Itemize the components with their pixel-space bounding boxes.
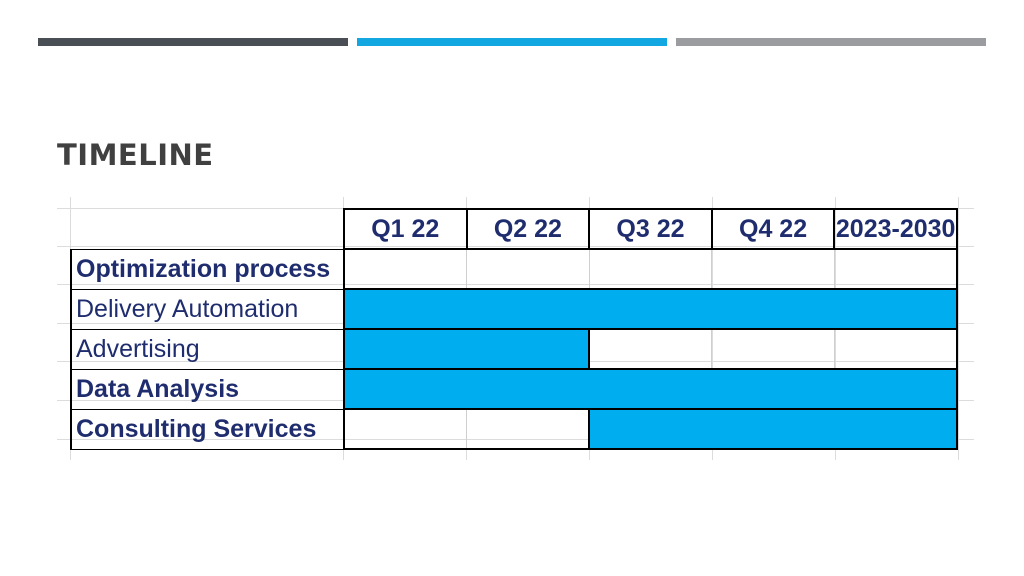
timeline-empty-cell xyxy=(711,328,835,370)
column-header: Q3 22 xyxy=(588,208,713,250)
timeline-empty-cell xyxy=(711,248,835,290)
timeline-bar-segment xyxy=(466,368,590,410)
timeline-empty-cell xyxy=(466,248,590,290)
timeline-bar-segment xyxy=(343,288,468,330)
timeline-table: Q1 22 Q2 22 Q3 22 Q4 22 2023-2030 Optimizatio… xyxy=(70,208,958,450)
column-header: Q1 22 xyxy=(343,208,468,250)
timeline-row: Consulting Services xyxy=(70,408,958,450)
timeline-empty-cell xyxy=(466,408,590,450)
timeline-bar-segment xyxy=(833,288,958,330)
timeline-empty-cell xyxy=(588,248,713,290)
timeline-bar-segment xyxy=(711,408,835,450)
row-label: Consulting Services xyxy=(70,408,344,450)
timeline-row: Advertising xyxy=(70,328,958,370)
slide-title: TIMELINE xyxy=(57,138,214,172)
row-label: Data Analysis xyxy=(70,368,344,410)
row-label: Delivery Automation xyxy=(70,288,344,330)
timeline-empty-cell xyxy=(343,408,468,450)
timeline-row: Optimization process xyxy=(70,248,958,290)
timeline-bar-segment xyxy=(343,368,468,410)
row-label: Advertising xyxy=(70,328,344,370)
top-accent-strip-gray xyxy=(676,38,986,46)
timeline-bar-segment xyxy=(711,288,835,330)
timeline-bar-segment xyxy=(833,408,958,450)
timeline-row: Delivery Automation xyxy=(70,288,958,330)
timeline-empty-cell xyxy=(343,248,468,290)
timeline-empty-cell xyxy=(833,248,958,290)
timeline-bar-segment xyxy=(588,368,713,410)
column-header: Q2 22 xyxy=(465,208,591,250)
timeline-bar-segment xyxy=(343,328,468,370)
header-row: Q1 22 Q2 22 Q3 22 Q4 22 2023-2030 xyxy=(71,208,958,250)
top-accent-strip-blue xyxy=(357,38,667,46)
timeline-bar-segment xyxy=(466,288,590,330)
column-header: Q4 22 xyxy=(710,208,836,250)
timeline-row: Data Analysis xyxy=(70,368,958,410)
timeline-bar-segment xyxy=(711,368,835,410)
timeline-bar-segment xyxy=(588,408,713,450)
row-label: Optimization process xyxy=(70,248,344,290)
corner-cell xyxy=(71,209,344,250)
timeline-empty-cell xyxy=(588,328,713,370)
timeline-spreadsheet: Q1 22 Q2 22 Q3 22 Q4 22 2023-2030 Optimizatio… xyxy=(57,197,974,460)
timeline-bar-segment xyxy=(588,288,713,330)
timeline-empty-cell xyxy=(833,328,958,370)
top-accent-strip-dark xyxy=(38,38,348,46)
column-header: 2023-2030 xyxy=(833,208,958,250)
timeline-bar-segment xyxy=(833,368,958,410)
timeline-bar-segment xyxy=(466,328,590,370)
